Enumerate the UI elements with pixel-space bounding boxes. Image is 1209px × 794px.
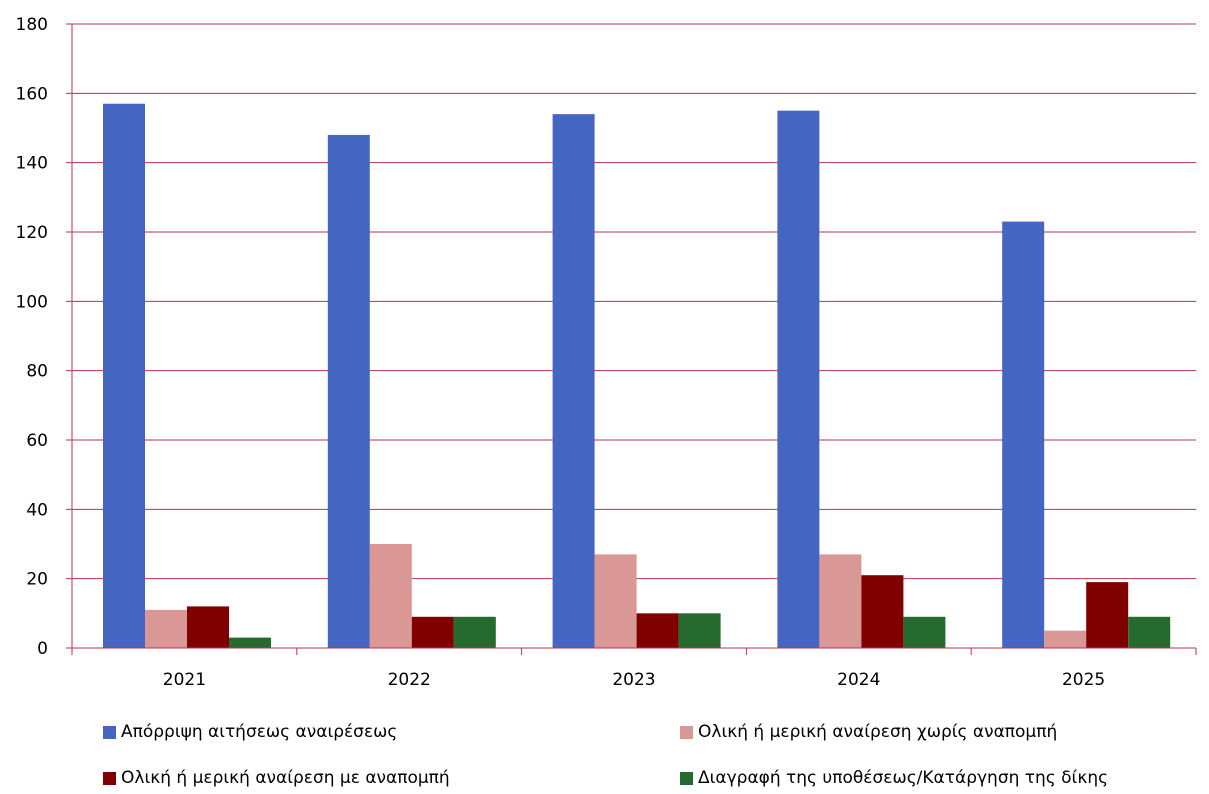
bar-2023-series-1: [552, 114, 595, 649]
x-tick-label: 2025: [1062, 670, 1105, 690]
bar-2024-series-2: [819, 554, 862, 648]
legend-item-series-2: Ολική ή μερική αναίρεση χωρίς αναπομπή: [680, 722, 1057, 742]
legend-swatch-series-4: [680, 771, 693, 785]
x-tick-label: 2021: [163, 670, 206, 690]
y-tick-label: 120: [16, 223, 48, 243]
bar-2025-series-1: [1002, 221, 1045, 648]
legend-swatch-series-3: [103, 771, 116, 785]
x-axis: [66, 647, 1197, 655]
bar-2022-series-2: [369, 544, 412, 648]
y-tick-label: 20: [26, 570, 48, 590]
bar-2022-series-1: [327, 134, 370, 648]
bar-2024-series-3: [861, 575, 904, 648]
bar-2022-series-3: [411, 616, 454, 648]
legend-item-series-1: Απόρριψη αιτήσεως αναιρέσεως: [103, 722, 397, 742]
bar-2024-series-4: [903, 616, 946, 648]
bar-2025-series-2: [1044, 630, 1087, 648]
y-tick-label: 100: [16, 292, 48, 312]
legend-swatch-series-2: [680, 725, 693, 739]
legend-label-series-3: Ολική ή μερική αναίρεση με αναπομπή: [121, 768, 450, 788]
y-tick-label: 160: [16, 84, 48, 104]
bar-2022-series-4: [453, 616, 496, 648]
x-tick-label: 2024: [837, 670, 880, 690]
y-tick-label: 140: [16, 154, 48, 174]
legend: Απόρριψη αιτήσεως αναιρέσεως Ολική ή μερ…: [0, 700, 1209, 794]
x-tick-label: 2023: [612, 670, 655, 690]
bar-2023-series-3: [636, 613, 679, 648]
legend-swatch-series-1: [103, 725, 116, 739]
bar-2021-series-2: [145, 609, 187, 648]
bar-2025-series-4: [1128, 616, 1171, 648]
legend-item-series-4: Διαγραφή της υποθέσεως/Κατάργηση της δίκ…: [680, 768, 1108, 788]
bar-2021-series-3: [187, 606, 229, 648]
x-axis-labels: 2021 2022 2023 2024 2025: [163, 670, 1105, 690]
bar-2023-series-4: [678, 613, 721, 648]
y-tick-label: 80: [26, 362, 48, 382]
y-tick-label: 40: [26, 500, 48, 520]
bars: [103, 103, 1171, 649]
bar-2025-series-3: [1086, 582, 1129, 648]
legend-label-series-4: Διαγραφή της υποθέσεως/Κατάργηση της δίκ…: [698, 768, 1109, 788]
legend-label-series-2: Ολική ή μερική αναίρεση χωρίς αναπομπή: [698, 722, 1058, 742]
y-axis-labels: 0 20 40 60 80 100 120 140 160 180: [16, 15, 48, 659]
x-tick-label: 2022: [388, 670, 431, 690]
legend-label-series-1: Απόρριψη αιτήσεως αναιρέσεως: [121, 722, 398, 742]
bar-2023-series-2: [594, 554, 637, 648]
bar-2021-series-1: [103, 103, 145, 648]
bar-2024-series-1: [777, 110, 820, 648]
y-tick-label: 60: [26, 431, 48, 451]
legend-item-series-3: Ολική ή μερική αναίρεση με αναπομπή: [103, 768, 450, 788]
y-tick-label: 180: [16, 15, 48, 35]
y-tick-label: 0: [37, 639, 48, 659]
bar-2021-series-4: [229, 637, 271, 648]
